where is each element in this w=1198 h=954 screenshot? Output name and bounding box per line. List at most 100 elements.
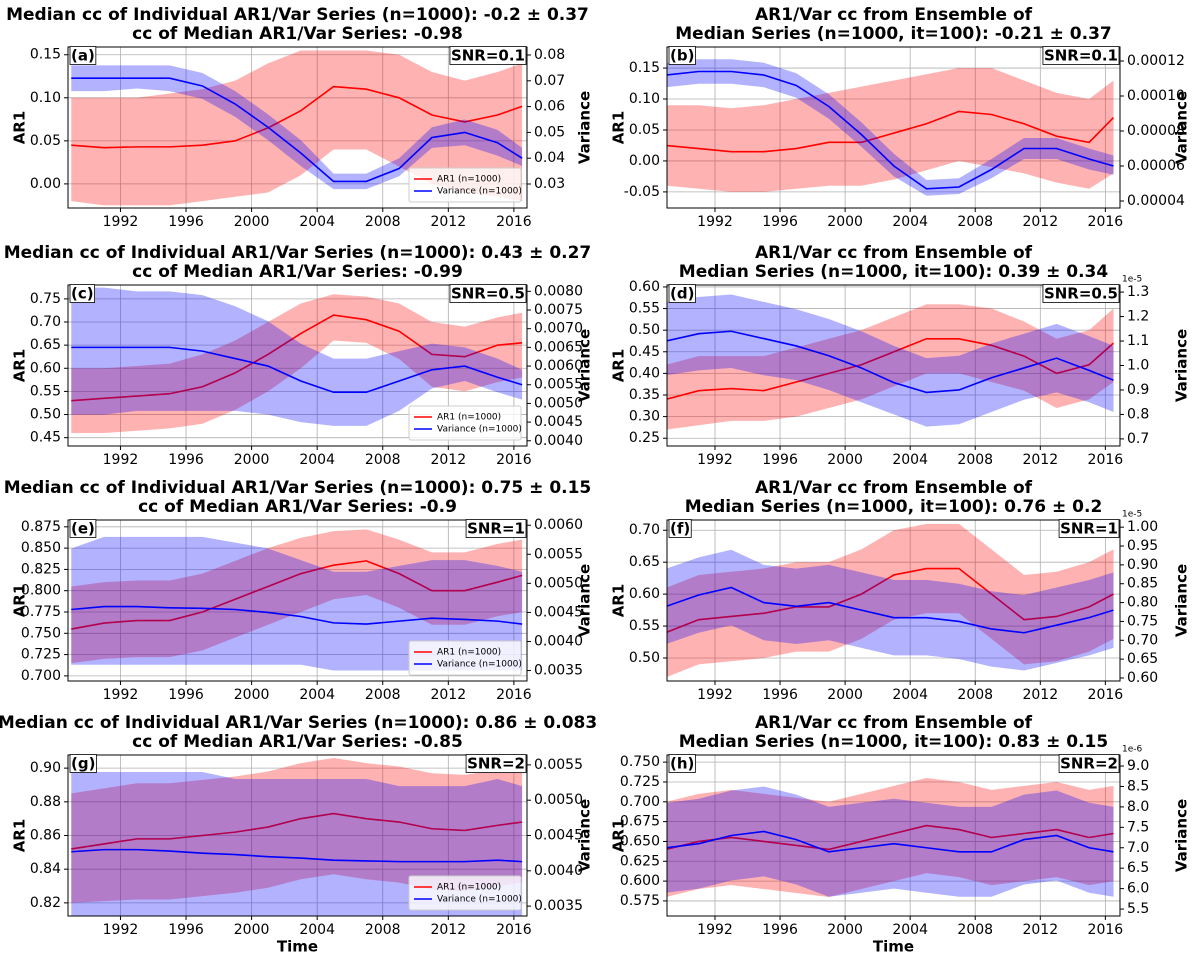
panel-label-box: [668, 46, 696, 65]
panel-label: (h): [670, 755, 694, 773]
annotation: SNR=0.1: [451, 47, 525, 65]
band: [667, 786, 1114, 897]
annotation-box: [465, 519, 527, 538]
y2-tick-label: 0.95: [1127, 538, 1158, 554]
y-tick-label: 0.750: [620, 754, 660, 770]
y2-axis-label: Variance: [576, 564, 594, 637]
y2-tick-label: 0.07: [534, 73, 565, 89]
x-tick-label: 2012: [430, 922, 466, 938]
y-tick-label: 0.875: [21, 519, 61, 535]
y-tick-label: 0.90: [30, 760, 61, 776]
y2-tick-label: 0.03: [534, 176, 565, 192]
y2-tick-label: 0.9: [1127, 382, 1149, 398]
y2-tick-label: 0.0070: [534, 321, 583, 337]
line: [667, 824, 1114, 851]
band: [71, 758, 523, 903]
plot-area: [71, 529, 523, 671]
legend-box: [408, 167, 522, 203]
line: [667, 830, 1114, 853]
annotation: SNR=2: [467, 755, 525, 773]
line: [667, 567, 1114, 633]
y-axis-label: AR1: [11, 349, 29, 383]
x-tick-label: 1996: [762, 922, 798, 938]
y2-tick-label: 0.0080: [534, 283, 583, 299]
x-tick-label: 2016: [496, 452, 532, 468]
legend-label: Variance (n=1000): [437, 187, 522, 197]
x-tick-label: 2000: [234, 687, 270, 703]
legend-label: AR1 (n=1000): [437, 883, 501, 893]
x-tick-label: 2012: [430, 687, 466, 703]
y-tick-label: 0.70: [629, 522, 660, 538]
y2-tick-label: 0.0040: [534, 633, 583, 649]
y-tick-label: 0.10: [629, 91, 660, 107]
x-tick-label: 2012: [1022, 922, 1058, 938]
y2-tick-label: 0.0050: [534, 395, 583, 411]
x-tick-label: 2016: [1088, 687, 1124, 703]
panel: Median cc of Individual AR1/Var Series (…: [0, 713, 597, 954]
y2-tick-label: 0.0055: [534, 377, 583, 393]
legend-label: Variance (n=1000): [437, 660, 522, 670]
y2-tick-label: 0.00010: [1127, 88, 1185, 104]
x-tick-label: 2008: [365, 214, 401, 230]
y2-tick-label: 0.60: [1127, 670, 1158, 686]
y-tick-label: 0.65: [629, 554, 660, 570]
y2-tick-label: 6.5: [1127, 860, 1149, 876]
y2-tick-label: 0.8: [1127, 406, 1149, 422]
y2-tick-label: 0.0040: [534, 433, 583, 449]
line: [667, 586, 1114, 634]
y2-tick-label: 0.75: [1127, 613, 1158, 629]
plot-area: [71, 287, 523, 434]
y2-offset: 1e-5: [1122, 510, 1142, 520]
y-tick-label: 0.600: [620, 873, 660, 889]
y2-tick-label: 0.04: [534, 150, 565, 166]
y2-tick-label: 8.5: [1127, 778, 1149, 794]
legend-box: [408, 405, 522, 441]
y2-tick-label: 0.06: [534, 99, 565, 115]
panel-label: (f): [670, 520, 690, 538]
y-tick-label: 0.88: [30, 794, 61, 810]
x-tick-label: 2012: [430, 214, 466, 230]
y2-tick-label: 0.70: [1127, 632, 1158, 648]
y-tick-label: 0.55: [629, 301, 660, 317]
y-tick-label: 0.35: [629, 387, 660, 403]
chart-title: Median cc of Individual AR1/Var Series (…: [4, 478, 592, 498]
panel: Median cc of Individual AR1/Var Series (…: [4, 243, 594, 468]
y2-tick-label: 0.0055: [534, 546, 583, 562]
y-tick-label: 0.86: [30, 828, 61, 844]
y-axis-label: AR1: [610, 349, 628, 383]
chart-title: AR1/Var cc from Ensemble of: [755, 478, 1033, 498]
chart-title: cc of Median AR1/Var Series: -0.98: [132, 24, 463, 44]
y2-tick-label: 1.00: [1127, 519, 1158, 535]
x-tick-label: 1996: [762, 452, 798, 468]
panel: Median cc of Individual AR1/Var Series (…: [4, 478, 594, 703]
chart-title: Median Series (n=1000, it=100): -0.21 ± …: [675, 24, 1112, 44]
y-tick-label: 0.30: [629, 409, 660, 425]
y-tick-label: 0.55: [629, 618, 660, 634]
annotation: SNR=0.1: [1044, 47, 1118, 65]
x-tick-label: 2016: [496, 922, 532, 938]
y-tick-label: 0.82: [30, 895, 61, 911]
panel: Median cc of Individual AR1/Var Series (…: [6, 5, 593, 230]
legend-label: AR1 (n=1000): [437, 413, 501, 423]
band: [71, 50, 523, 206]
panel-label: (d): [670, 285, 694, 303]
chart-title: AR1/Var cc from Ensemble of: [755, 243, 1033, 263]
x-tick-label: 2008: [957, 452, 993, 468]
y-tick-label: 0.25: [629, 430, 660, 446]
x-tick-label: 2012: [1022, 452, 1058, 468]
y2-tick-label: 0.08: [534, 47, 565, 63]
y2-tick-label: 0.80: [1127, 595, 1158, 611]
y2-tick-label: 5.5: [1127, 901, 1149, 917]
x-tick-label: 2004: [892, 214, 928, 230]
y2-tick-label: 1.2: [1127, 309, 1149, 325]
y2-tick-label: 0.05: [534, 124, 565, 140]
x-axis-label: Time: [873, 938, 914, 954]
band: [667, 304, 1114, 430]
line: [71, 812, 523, 850]
y2-tick-label: 0.00008: [1127, 123, 1185, 139]
chart-title: cc of Median AR1/Var Series: -0.99: [132, 262, 463, 282]
y2-tick-label: 0.0040: [534, 863, 583, 879]
y-tick-label: 0.825: [21, 561, 61, 577]
